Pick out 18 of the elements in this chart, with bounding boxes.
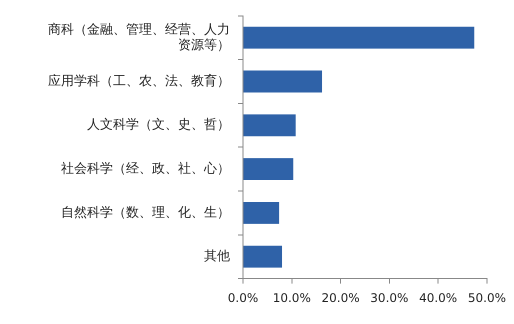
x-tick-label: 50.0% [468, 290, 506, 305]
x-tick-label: 20.0% [322, 290, 360, 305]
y-tick-label: 其他 [204, 248, 230, 264]
y-tick-label: 应用学科（工、农、法、教育） [48, 72, 230, 88]
bar [244, 70, 322, 92]
bar [244, 26, 474, 49]
bar [244, 202, 280, 224]
x-tick-label: 40.0% [419, 290, 458, 305]
y-tick-label: 人文科学（文、史、哲） [87, 116, 230, 132]
x-tick-label: 10.0% [272, 290, 311, 305]
x-tick-label: 0.0% [228, 290, 258, 305]
y-tick-label: 自然科学（数、理、化、生） [61, 204, 230, 220]
x-tick-label: 30.0% [370, 290, 408, 305]
y-tick-label: 社会科学（经、政、社、心） [61, 160, 230, 176]
y-tick-label: 商科（金融、管理、经营、人力资源等） [48, 21, 230, 52]
bar [244, 246, 282, 268]
bar [244, 158, 294, 180]
bar [244, 114, 296, 136]
